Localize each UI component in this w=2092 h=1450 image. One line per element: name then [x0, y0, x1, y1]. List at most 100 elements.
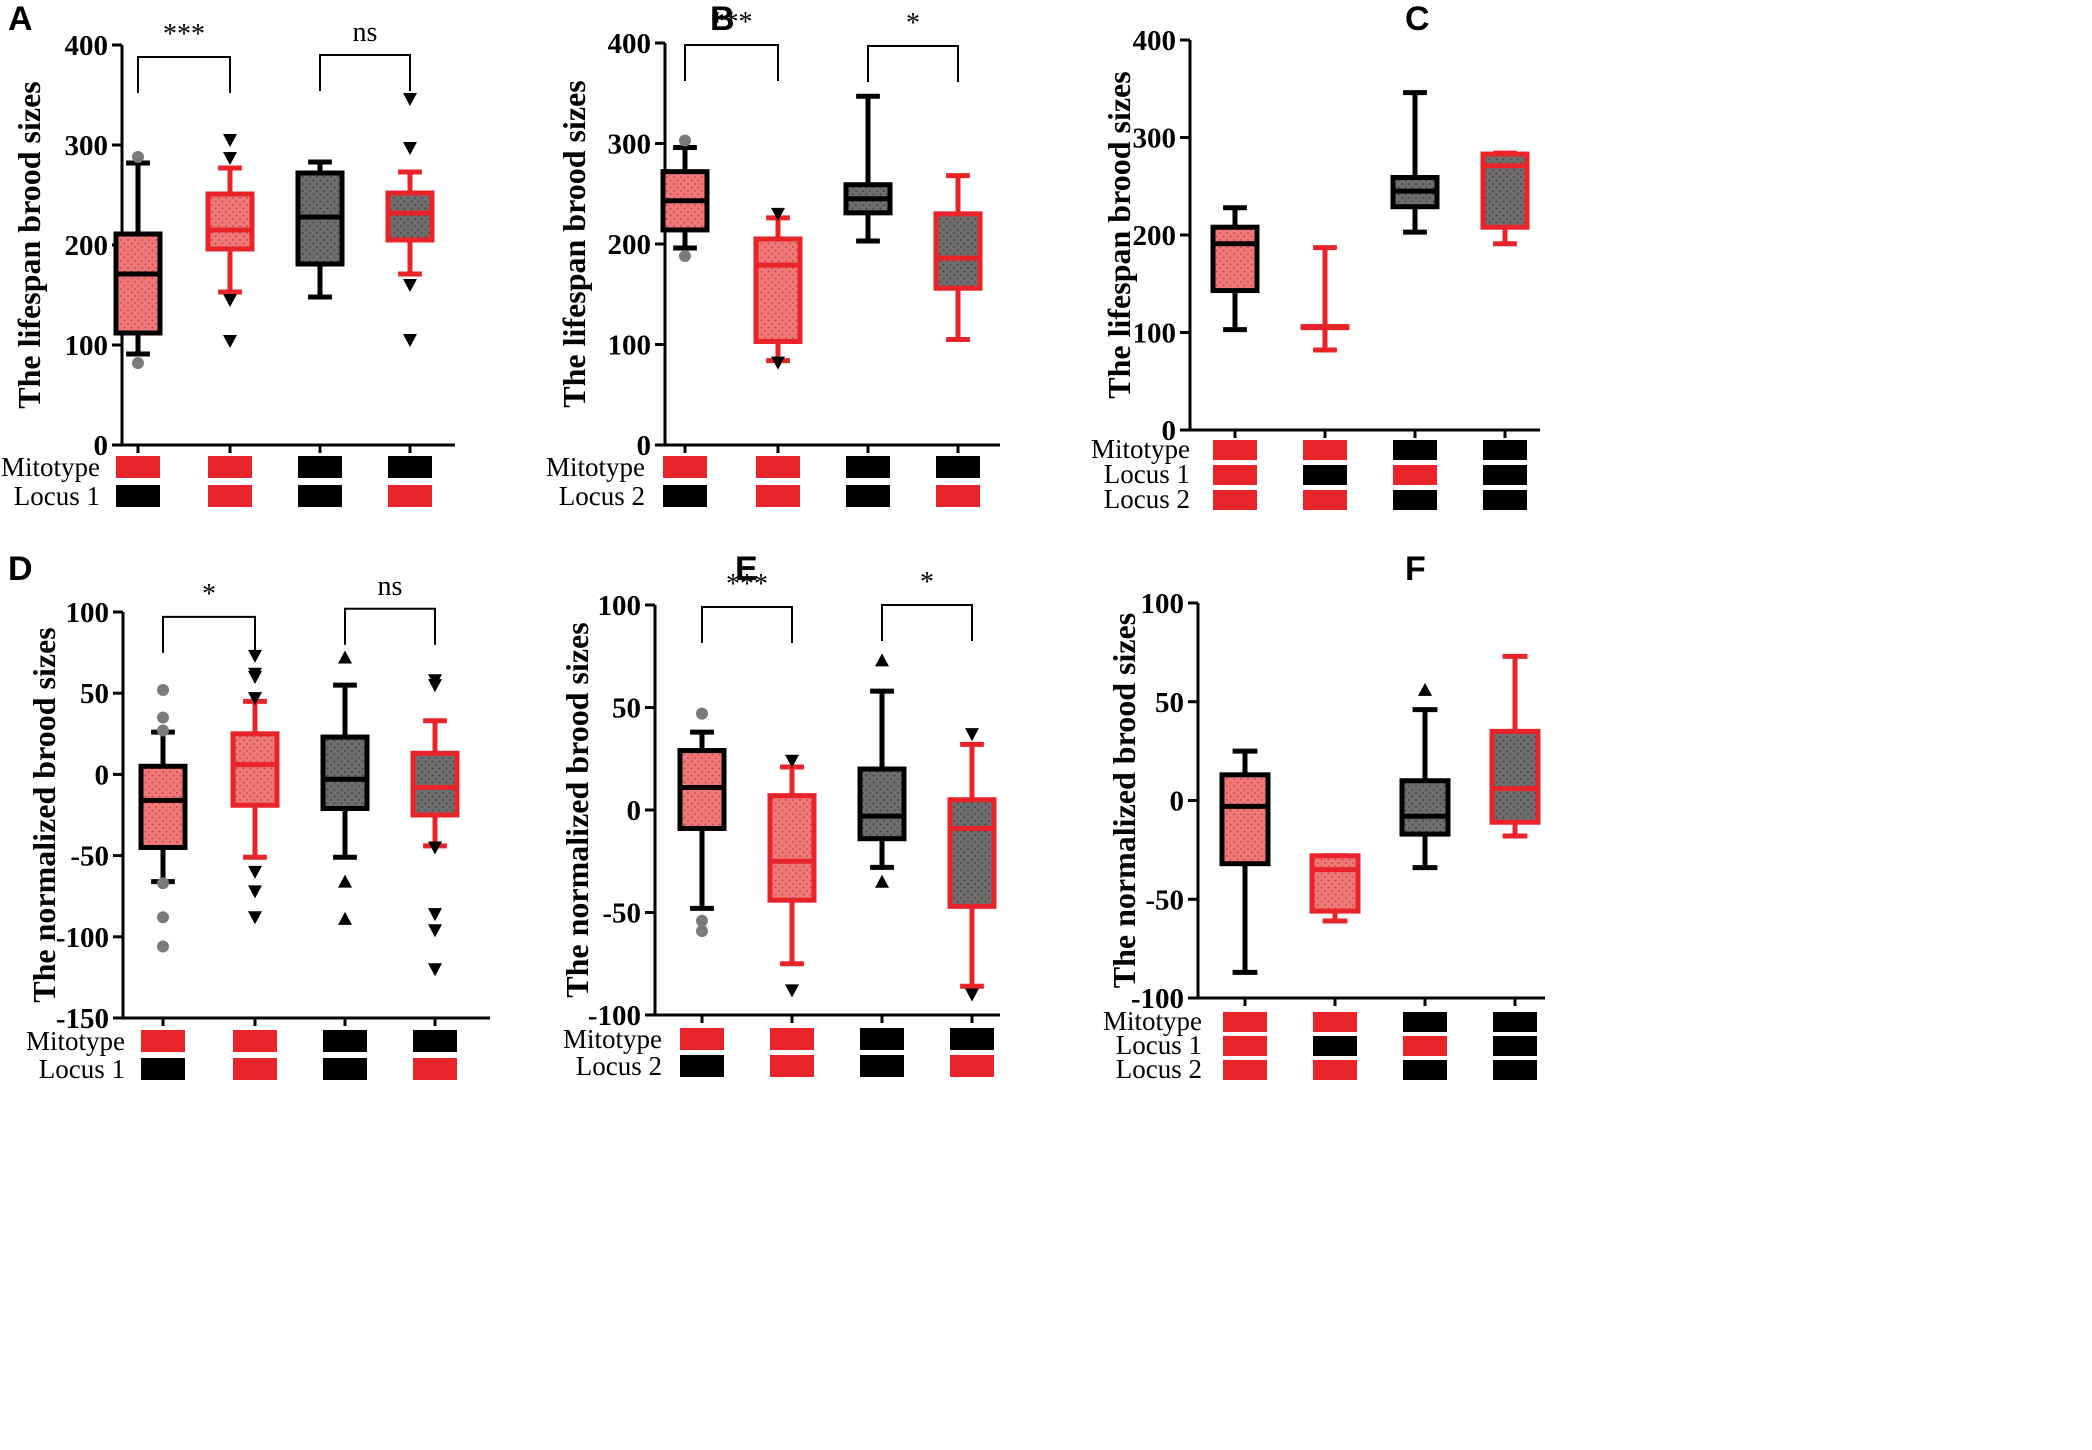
genotype-block-2 — [680, 1055, 724, 1077]
y-tick-label: -50 — [602, 898, 641, 930]
box-group-2 — [1300, 245, 1350, 510]
panel-letter: F — [1405, 550, 1426, 588]
box-iqr — [138, 763, 188, 850]
genotype-row-label: Mitotype — [1103, 1006, 1202, 1036]
genotype-block-1 — [233, 1030, 277, 1052]
outlier-point — [132, 357, 144, 369]
genotype-block-1 — [323, 1030, 367, 1052]
outlier-point — [403, 334, 417, 347]
genotype-block-1 — [770, 1028, 814, 1050]
y-tick-label: 50 — [612, 693, 641, 725]
box-iqr — [1219, 772, 1271, 867]
y-tick-label: 0 — [1170, 786, 1185, 818]
box-group-3 — [1390, 90, 1440, 510]
genotype-row-label: Mitotype — [546, 452, 645, 482]
genotype-block-2 — [1393, 465, 1437, 485]
outlier-point — [223, 152, 237, 165]
genotype-row-label: Mitotype — [563, 1024, 662, 1054]
outlier-point — [965, 728, 979, 742]
genotype-row-label: Mitotype — [26, 1026, 125, 1056]
genotype-block-3 — [1303, 490, 1347, 510]
outlier-point — [428, 679, 442, 693]
significance-bracket — [162, 615, 256, 653]
genotype-block-3 — [1313, 1060, 1357, 1080]
box-group-4 — [933, 173, 983, 507]
genotype-block-1 — [116, 456, 160, 478]
panel-letter: E — [735, 550, 758, 588]
genotype-block-2 — [860, 1055, 904, 1077]
genotype-block-1 — [756, 456, 800, 478]
genotype-block-2 — [1493, 1036, 1537, 1056]
box-group-2 — [205, 134, 255, 507]
significance-label: * — [920, 567, 934, 598]
outlier-point — [223, 335, 237, 348]
y-axis-label: The normalized brood sizes — [26, 627, 62, 1002]
outlier-point — [696, 914, 708, 927]
genotype-block-2 — [413, 1058, 457, 1080]
significance-bracket — [881, 604, 973, 641]
box-group-4 — [410, 674, 460, 1080]
genotype-block-2 — [770, 1055, 814, 1077]
genotype-block-2 — [1303, 465, 1347, 485]
panel-letter: A — [8, 0, 33, 38]
genotype-row-label: Locus 2 — [576, 1051, 662, 1081]
genotype-block-2 — [1483, 465, 1527, 485]
significance-bracket — [684, 44, 779, 82]
y-tick-label: 100 — [65, 330, 109, 362]
genotype-block-1 — [1213, 440, 1257, 460]
outlier-point — [403, 142, 417, 155]
significance-label: *** — [711, 7, 753, 38]
outlier-point — [248, 670, 262, 684]
panel-letter: C — [1405, 0, 1430, 38]
y-tick-label: 0 — [94, 430, 109, 462]
box-iqr — [205, 191, 255, 252]
outlier-point — [965, 988, 979, 1002]
box-group-1 — [677, 707, 727, 1077]
outlier-point — [403, 279, 417, 292]
genotype-block-1 — [846, 456, 890, 478]
genotype-block-2 — [388, 485, 432, 507]
y-tick-label: 100 — [1141, 588, 1185, 620]
outlier-point — [157, 683, 169, 696]
y-tick-label: 200 — [65, 230, 109, 262]
box-group-3 — [320, 650, 370, 1080]
outlier-point — [157, 911, 169, 924]
genotype-block-1 — [388, 456, 432, 478]
outlier-point — [771, 207, 785, 221]
box-iqr — [320, 734, 370, 812]
significance-bracket — [319, 54, 411, 91]
panel-A: A 0 100 200 300 400 The lifespan brood sizes Mi… — [1, 0, 455, 511]
box-group-2 — [753, 207, 803, 507]
genotype-block-2 — [1223, 1036, 1267, 1056]
genotype-row-label: Locus 2 — [1104, 484, 1190, 514]
y-tick-label: -100 — [1131, 983, 1184, 1015]
outlier-point — [785, 984, 799, 998]
genotype-block-1 — [1393, 440, 1437, 460]
outlier-point — [875, 653, 889, 667]
outlier-point — [403, 93, 417, 106]
box-group-3 — [1399, 682, 1451, 1080]
genotype-block-1 — [950, 1028, 994, 1050]
outlier-point — [875, 874, 889, 888]
genotype-block-3 — [1403, 1060, 1447, 1080]
genotype-block-1 — [860, 1028, 904, 1050]
genotype-row-label: Locus 1 — [1104, 459, 1190, 489]
genotype-block-1 — [1303, 440, 1347, 460]
box-iqr — [1399, 778, 1451, 837]
y-tick-label: -50 — [70, 841, 109, 873]
genotype-block-2 — [323, 1058, 367, 1080]
y-tick-label: 200 — [1133, 220, 1177, 252]
panel-B: B 0 100 200 300 400 The lifespan brood sizes Mi… — [546, 0, 1000, 511]
genotype-block-2 — [936, 485, 980, 507]
y-tick-label: 100 — [598, 590, 642, 622]
genotype-row-label: Mitotype — [1, 452, 100, 482]
genotype-block-1 — [1483, 440, 1527, 460]
y-tick-label: -100 — [56, 922, 109, 954]
genotype-row-label: Locus 1 — [39, 1054, 125, 1084]
genotype-block-1 — [663, 456, 707, 478]
significance-label: *** — [726, 569, 768, 600]
outlier-point — [696, 707, 708, 720]
significance-bracket — [137, 56, 231, 93]
y-tick-label: 50 — [1155, 687, 1184, 719]
